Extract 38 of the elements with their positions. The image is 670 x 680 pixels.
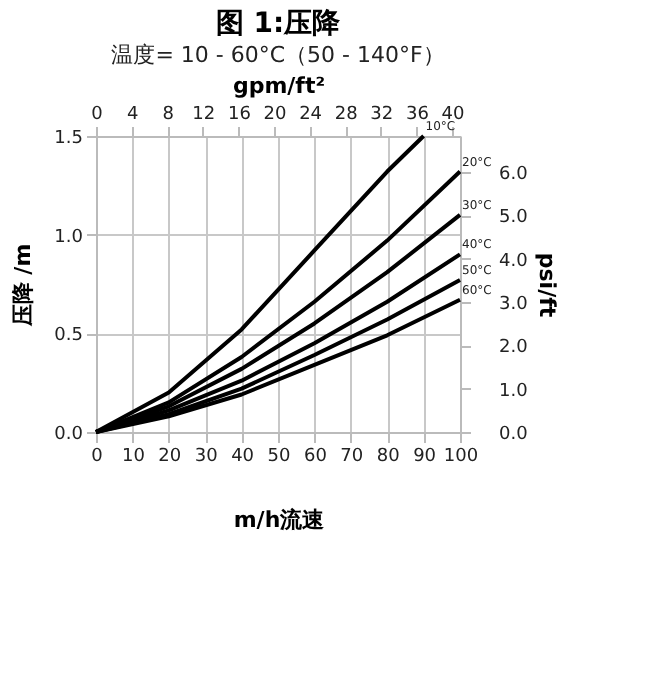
x-tick-label: 50 [267, 447, 291, 467]
y2-tick-label: 5.0 [499, 208, 529, 229]
x2-tick-label: 36 [405, 105, 430, 125]
y-tick-label: 0.0 [54, 425, 84, 445]
x-tick-label: 10 [121, 447, 146, 467]
x2-tick-label: 0 [91, 105, 104, 125]
y-axis-title: 压降 /m [10, 243, 37, 329]
x-tick-label: 40 [231, 447, 255, 467]
chart-subtitle: 温度= 10 - 60°C（50 - 140°F） [111, 42, 445, 68]
x-tick-label: 80 [376, 447, 401, 467]
y-tick-label: 0.5 [54, 326, 83, 347]
x2-tick-label: 12 [192, 105, 216, 125]
y-tick-label: 1.5 [54, 129, 83, 149]
x-axis-title: m/h流速 [233, 507, 327, 533]
x-tick-label: 0 [91, 447, 104, 467]
y2-tick-label: 1.0 [499, 381, 529, 402]
y2-tick-label: 4.0 [499, 251, 529, 272]
x2-tick-label: 28 [334, 105, 359, 125]
x2-axis-title: gpm/ft² [232, 73, 326, 99]
x-tick-label: 30 [194, 447, 219, 467]
x2-tick-label: 8 [162, 105, 175, 125]
y2-tick-label: 0.0 [499, 425, 529, 445]
x2-tick-label: 24 [299, 105, 323, 125]
x-tick-label: 20 [158, 447, 182, 467]
y2-axis-title: psi/ft [533, 252, 560, 318]
y-tick-label: 1.0 [54, 227, 84, 248]
x-tick-label: 90 [413, 447, 437, 467]
y2-tick-label: 3.0 [499, 294, 529, 315]
x-tick-label: 60 [303, 447, 328, 467]
y2-tick-label: 2.0 [499, 338, 529, 359]
x2-tick-label: 4 [126, 105, 139, 125]
y2-tick-label: 6.0 [499, 164, 529, 185]
x2-tick-label: 16 [227, 105, 252, 125]
x2-tick-label: 32 [370, 105, 394, 125]
x-tick-label: 100 [443, 447, 479, 467]
chart-title: 图 1:压降 [215, 8, 343, 40]
x2-tick-label: 20 [263, 105, 287, 125]
x-tick-label: 70 [340, 447, 364, 467]
